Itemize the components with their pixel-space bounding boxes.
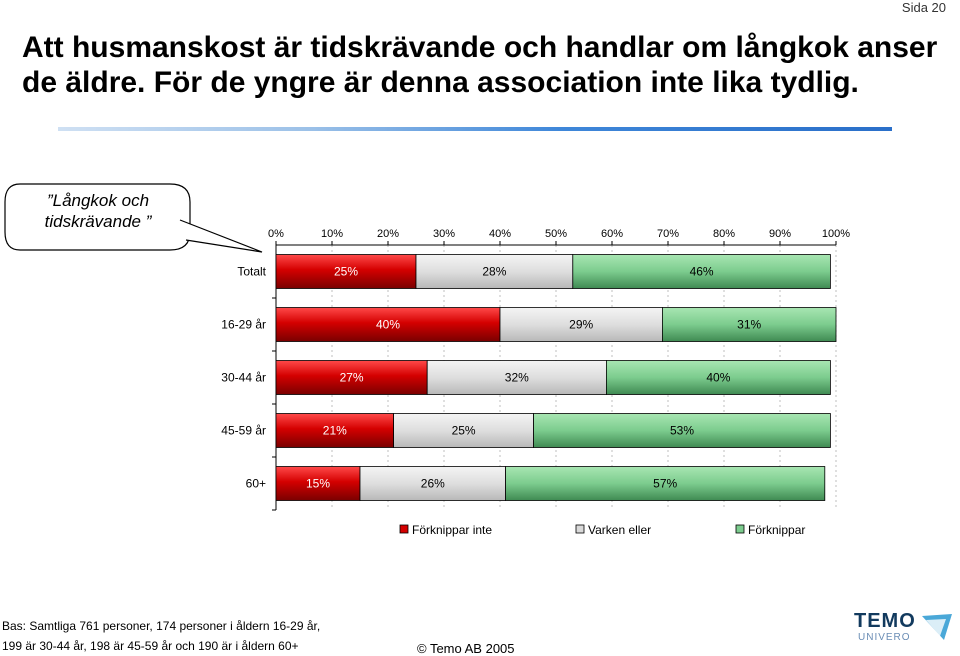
data-label: 46%: [690, 265, 714, 279]
data-label: 21%: [323, 424, 347, 438]
x-tick-label: 40%: [489, 228, 511, 240]
bar-segment: [359, 466, 507, 501]
copyright: © Temo AB 2005: [417, 641, 515, 656]
page-title: Att husmanskost är tidskrävande och hand…: [22, 30, 952, 100]
legend-swatch: [399, 524, 409, 534]
data-label: 40%: [706, 371, 730, 385]
bar-segment: [275, 413, 394, 448]
data-label: 40%: [376, 318, 400, 332]
bar-segment: [572, 254, 831, 289]
data-label: 26%: [421, 477, 445, 491]
data-label: 28%: [482, 265, 506, 279]
bar-segment: [275, 466, 361, 501]
callout-line-2: tidskrävande ”: [44, 212, 152, 231]
x-tick-label: 70%: [657, 228, 679, 240]
category-label: Totalt: [237, 265, 266, 279]
bar-segment: [275, 307, 501, 342]
stacked-bar-chart: 0% 10% 20% 30% 40% 50% 60% 70% 80% 90% 100% Totalt 2…: [221, 228, 850, 537]
bar-segment: [275, 360, 428, 395]
x-tick-label: 100%: [822, 228, 850, 240]
logo-mark-icon: [922, 614, 952, 640]
x-tick-label: 90%: [769, 228, 791, 240]
logo-wordmark: TEMO: [854, 610, 916, 632]
data-label: 29%: [569, 318, 593, 332]
bar-segment: [415, 254, 574, 289]
data-label: 15%: [306, 477, 330, 491]
data-label: 25%: [452, 424, 476, 438]
x-tick-label: 80%: [713, 228, 735, 240]
x-tick-label: 20%: [377, 228, 399, 240]
bar-segment: [499, 307, 663, 342]
data-label: 32%: [505, 371, 529, 385]
bar-segment: [606, 360, 831, 395]
callout-bubble: [4, 183, 263, 253]
base-note-line-1: Bas: Samtliga 761 personer, 174 personer…: [2, 619, 321, 633]
x-tick-label: 0%: [268, 228, 284, 240]
callout-line-1: ”Långkok och: [46, 191, 150, 210]
legend-label: Förknippar inte: [412, 523, 492, 537]
data-label: 31%: [737, 318, 761, 332]
legend-swatch: [735, 524, 745, 534]
data-label: 57%: [653, 477, 677, 491]
x-tick-label: 10%: [321, 228, 343, 240]
bar-segment: [275, 254, 417, 289]
logo-subtitle: UNIVERO: [858, 632, 911, 643]
category-label: 60+: [246, 477, 266, 491]
legend-label: Förknippar: [748, 523, 805, 537]
page-number: Sida 20: [901, 0, 946, 15]
callout-text: ”Långkok och tidskrävande ”: [10, 190, 186, 232]
legend-swatch: [575, 524, 585, 534]
bar-segment: [505, 466, 826, 501]
base-note-line-2: 199 är 30-44 år, 198 är 45-59 år och 190…: [2, 639, 299, 653]
data-label: 53%: [670, 424, 694, 438]
legend-label: Varken eller: [588, 523, 651, 537]
x-tick-label: 50%: [545, 228, 567, 240]
title-line-2: de äldre. För de yngre är denna associat…: [22, 66, 859, 99]
title-divider: [58, 127, 892, 131]
data-label: 25%: [334, 265, 358, 279]
category-label: 16-29 år: [221, 318, 266, 332]
bar-segment: [662, 307, 837, 342]
bar-segment: [533, 413, 831, 448]
x-tick-label: 30%: [433, 228, 455, 240]
category-label: 30-44 år: [221, 371, 266, 385]
category-label: 45-59 år: [221, 424, 266, 438]
data-label: 27%: [340, 371, 364, 385]
x-tick-label: 60%: [601, 228, 623, 240]
temo-logo: TEMO UNIVERO: [852, 610, 957, 650]
bar-segment: [426, 360, 607, 395]
title-line-1: Att husmanskost är tidskrävande och hand…: [22, 31, 938, 64]
